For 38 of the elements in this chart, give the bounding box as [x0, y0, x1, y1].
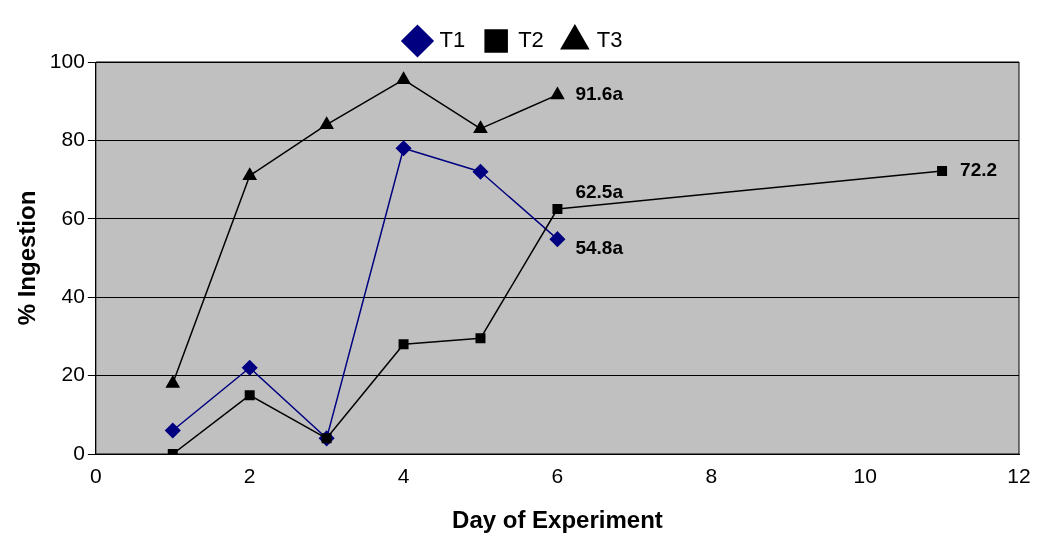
legend-label: T3 [596, 27, 623, 53]
y-tick-label: 0 [73, 440, 85, 464]
data-label: 54.8a [575, 237, 624, 259]
point [398, 339, 409, 350]
y-tick-label: 60 [61, 205, 85, 229]
x-tick-label: 0 [89, 464, 102, 488]
legend-label: T2 [518, 27, 544, 53]
point [472, 164, 489, 180]
point [244, 390, 255, 401]
x-tick-label: 8 [705, 464, 718, 488]
x-tick-label: 12 [1007, 464, 1031, 488]
point [937, 165, 948, 176]
point [395, 140, 412, 156]
x-tick-label: 2 [243, 464, 256, 488]
point [552, 204, 563, 214]
point [396, 71, 411, 84]
y-tick-label: 80 [61, 127, 85, 151]
point [319, 116, 334, 129]
point [242, 167, 257, 180]
data-label: 91.6a [575, 83, 624, 105]
y-tick-label: 40 [61, 284, 85, 307]
point [473, 120, 488, 133]
x-tick-label: 6 [551, 464, 564, 488]
y-tick-label: 20 [61, 362, 85, 386]
x-axis-title: Day of Experiment [452, 506, 663, 534]
point [549, 231, 566, 247]
data-label: 62.5a [575, 181, 624, 203]
x-tick-label: 10 [853, 464, 877, 488]
y-axis-title: % Ingestion [13, 190, 41, 326]
point [165, 375, 180, 388]
point [165, 422, 181, 439]
point [241, 360, 258, 376]
y-tick-label: 100 [49, 48, 85, 72]
point [550, 87, 565, 100]
point [475, 333, 486, 344]
data-label: 72.2 [960, 159, 998, 181]
legend-label: T1 [439, 27, 466, 53]
x-tick-label: 4 [397, 464, 410, 488]
